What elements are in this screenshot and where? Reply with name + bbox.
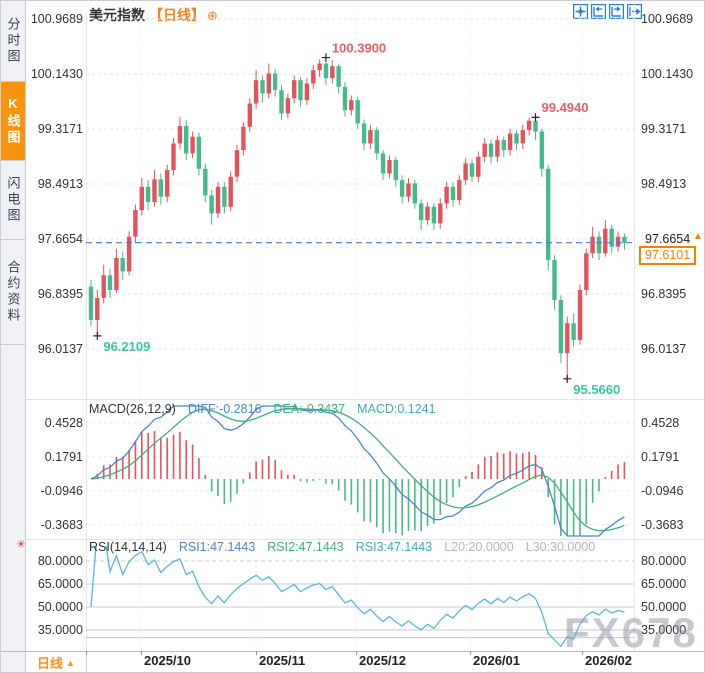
sidebar-item-label: 分时图: [5, 17, 21, 65]
axis-label: 65.0000: [37, 577, 83, 591]
time-tick: [582, 651, 583, 655]
axis-label: 50.0000: [641, 600, 687, 614]
axis-label: 100.1430: [30, 67, 83, 81]
axis-label: 98.4913: [641, 177, 687, 191]
sidebar-item-label: 合约资料: [5, 260, 21, 324]
time-tick: [256, 651, 257, 655]
axis-label: -0.3683: [40, 518, 83, 532]
time-axis-label: 2026/02: [585, 653, 632, 668]
period-arrow-icon: ▲: [66, 657, 75, 668]
macd-diff-value: DIFF:-0.2816: [187, 402, 262, 416]
axis-label: 0.4528: [44, 416, 83, 430]
axis-label: -0.0946: [40, 484, 83, 498]
rsi-l20-value: L20:20.0000: [444, 540, 514, 554]
time-axis-border: [1, 651, 704, 652]
time-axis-label: 2025/10: [144, 653, 191, 668]
crosshair-icon[interactable]: [573, 4, 588, 19]
rsi-name[interactable]: RSI(14,14,14): [89, 540, 167, 554]
axis-label: 97.6654: [37, 232, 83, 246]
time-tick: [86, 651, 87, 655]
macd-chart[interactable]: [86, 403, 634, 539]
time-tick: [356, 651, 357, 655]
chart-toolbar: [573, 4, 642, 19]
axis-label: 0.1791: [44, 450, 83, 464]
period-selector[interactable]: 日线 ▲: [26, 651, 87, 672]
rsi1-value: RSI1:47.1443: [178, 540, 256, 554]
indicator-alert-icon[interactable]: ☀: [16, 539, 26, 551]
sidebar-item-label: 闪电图: [5, 176, 21, 224]
time-axis-label: 2025/12: [359, 653, 406, 668]
macd-header: MACD(26,12,9) DIFF:-0.2816 DEA:-0.3437 MACD…: [89, 402, 448, 416]
sidebar-item-candle-chart[interactable]: K线图: [1, 82, 25, 161]
axis-label: -0.0946: [641, 484, 684, 498]
axis-label: 35.0000: [641, 623, 687, 637]
axis-label: 100.1430: [641, 67, 694, 81]
watermark: FX678: [564, 609, 698, 656]
time-tick: [141, 651, 142, 655]
price-annotation: 96.2109: [103, 339, 150, 354]
price-up-arrow-icon: ▲: [693, 231, 703, 242]
sidebar-item-lightning-chart[interactable]: 闪电图: [1, 161, 25, 240]
sidebar-item-contract-info[interactable]: 合约资料: [1, 240, 25, 345]
axis-label: 80.0000: [37, 554, 83, 568]
plot-right-border: [634, 1, 635, 651]
price-annotation: 100.3900: [332, 41, 386, 56]
rsi-chart[interactable]: [86, 546, 634, 651]
axis-label: 0.4528: [641, 416, 680, 430]
rsi-l30-value: L30:30.0000: [525, 540, 596, 554]
add-indicator-icon[interactable]: ⊕: [207, 8, 218, 23]
axis-label: 96.8395: [37, 287, 83, 301]
macd-hist-value: MACD:0.1241: [357, 402, 436, 416]
price-annotation: 99.4940: [542, 100, 589, 115]
rsi2-value: RSI2:47.1443: [267, 540, 344, 554]
time-axis-label: 2026/01: [473, 653, 520, 668]
axis-label: 100.9689: [30, 12, 83, 26]
rsi-header: RSI(14,14,14) RSI1:47.1443 RSI2:47.1443 RSI…: [89, 540, 607, 554]
scroll-right-icon[interactable]: [609, 4, 624, 19]
axis-label: 99.3171: [641, 122, 687, 136]
axis-label: 80.0000: [641, 554, 687, 568]
panel-separator: [26, 539, 704, 540]
axis-label: 96.8395: [641, 287, 687, 301]
axis-label: 50.0000: [37, 600, 83, 614]
price-annotation: 95.5660: [573, 382, 620, 397]
sidebar-item-time-chart[interactable]: 分时图: [1, 1, 25, 82]
last-price-badge: 97.6101: [639, 246, 697, 265]
rsi3-value: RSI3:47.1443: [355, 540, 433, 554]
time-tick: [470, 651, 471, 655]
panel-separator: [26, 399, 704, 400]
macd-dea-value: DEA:-0.3437: [273, 402, 346, 416]
axis-label: 99.3171: [37, 122, 83, 136]
axis-label: 35.0000: [37, 623, 83, 637]
axis-label: 96.0137: [641, 342, 687, 356]
scroll-left-icon[interactable]: [591, 4, 606, 19]
axis-label: 96.0137: [37, 342, 83, 356]
time-axis-label: 2025/11: [259, 653, 306, 668]
axis-label: 100.9689: [641, 12, 694, 26]
sidebar: 分时图 K线图 闪电图 合约资料: [1, 1, 26, 672]
axis-label: 0.1791: [641, 450, 680, 464]
period-label: 日线: [37, 656, 64, 671]
axis-price-at-line: 97.6654: [645, 232, 691, 246]
axis-label: -0.3683: [641, 518, 684, 532]
main-candlestick-chart[interactable]: 100.3900 99.4940 96.2109 95.5660: [86, 13, 634, 399]
axis-label: 65.0000: [641, 577, 687, 591]
axis-label: 98.4913: [37, 177, 83, 191]
macd-name[interactable]: MACD(26,12,9): [89, 402, 176, 416]
plot-left-border: [86, 13, 87, 651]
sidebar-item-label: K线图: [5, 96, 21, 146]
